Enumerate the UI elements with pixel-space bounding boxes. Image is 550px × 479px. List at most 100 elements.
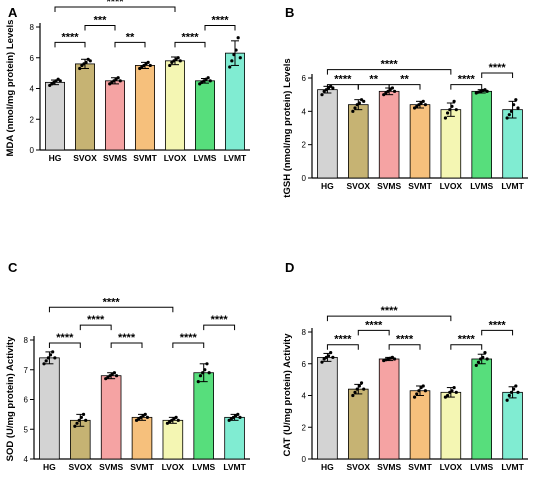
x-tick-label: SVMS [377,462,401,472]
data-point [75,421,79,425]
bar-svms [378,358,400,460]
significance-bracket [84,24,116,31]
chart-panel-d: D CAT (U/mg protein) Activity 0 2 4 6 8 HG SVOX S… [282,260,528,472]
panel-letter: B [285,5,294,20]
significance-label: **** [106,0,124,8]
data-point [483,351,487,355]
bar-lvms [471,358,492,460]
data-point [236,412,240,416]
x-tick-label: LVMT [501,462,524,472]
significance-label: **** [181,31,199,43]
data-point [362,387,366,391]
data-point [145,415,150,419]
data-point [485,357,489,361]
significance-bracket [174,41,206,48]
significance-label: **** [396,334,414,346]
significance-label: **** [334,74,352,86]
significance-bracket [326,69,452,75]
bar-svmt [409,104,431,179]
y-tick-label: 2 [30,115,35,124]
data-point [423,103,428,107]
x-tick-label: LVMT [224,153,247,163]
bar-svms [105,80,126,151]
significance-bracket [388,84,421,90]
significance-label: **** [103,296,121,308]
data-point [198,374,203,378]
x-tick-label: HG [321,181,334,191]
significance-bracket [450,84,483,90]
data-point [384,91,388,95]
data-point [355,103,359,107]
data-point [450,104,454,108]
y-tick-label: 5 [24,425,29,434]
data-point [322,89,326,93]
data-point [176,418,180,422]
bar-lvmt [502,391,523,460]
y-tick-label: 7 [24,366,29,375]
significance-bracket [114,41,146,48]
data-point [205,362,209,366]
data-point [351,393,355,398]
x-tick-label: SVMS [103,153,127,163]
data-point [73,424,77,428]
x-tick-label: LVOX [440,462,463,472]
data-point [359,381,364,385]
x-tick-label: SVMS [99,462,123,472]
data-point [454,390,458,394]
x-tick-label: LVOX [164,153,187,163]
x-tick-label: LVMS [192,462,215,472]
data-point [81,412,86,416]
data-point [326,354,331,358]
data-point [382,93,386,97]
y-tick-label: 0 [30,146,35,155]
data-point [421,99,425,103]
significance-label: **** [180,332,198,344]
data-point [359,98,364,102]
data-point [84,60,88,64]
y-axis-label: CAT (U/mg protein) Activity [282,333,293,457]
data-point [238,415,242,419]
bar-hg [39,357,60,460]
data-point [201,371,205,375]
y-tick-label: 2 [302,141,307,150]
data-point [516,390,520,394]
significance-bracket [110,342,143,348]
data-point [516,106,520,110]
data-point [362,99,366,103]
significance-bracket [326,315,452,322]
y-axis-label: tGSH (nmol/mg protein) Levels [282,58,293,197]
significance-label: **** [87,314,105,326]
data-point [353,390,357,394]
bar-lvox [440,391,462,460]
data-point [512,103,516,107]
data-point [88,59,92,63]
data-point [415,392,419,396]
data-point [412,395,417,399]
data-point [178,59,182,63]
data-point [207,371,211,375]
panel-letter: D [285,260,294,275]
data-point [483,88,487,92]
data-point [514,384,518,388]
data-point [112,371,117,375]
data-point [143,412,147,416]
y-tick-label: 0 [302,174,307,183]
significance-label: **** [61,31,79,43]
data-point [174,415,178,419]
significance-bracket [79,324,112,331]
chart-panel-c: C SOD (U/mg protein) Activity 4 5 6 7 8 HG SVOX S… [5,260,250,472]
y-tick-label: 2 [302,423,307,432]
data-point [505,116,509,120]
data-point [481,355,485,359]
data-point [412,106,417,110]
significance-label: **** [489,319,507,331]
x-tick-label: SVOX [346,181,370,191]
x-tick-label: SVOX [73,153,97,163]
data-point [417,103,421,107]
data-point [423,389,428,393]
bar-hg [317,356,338,460]
data-point [146,60,150,64]
data-point [168,63,172,68]
